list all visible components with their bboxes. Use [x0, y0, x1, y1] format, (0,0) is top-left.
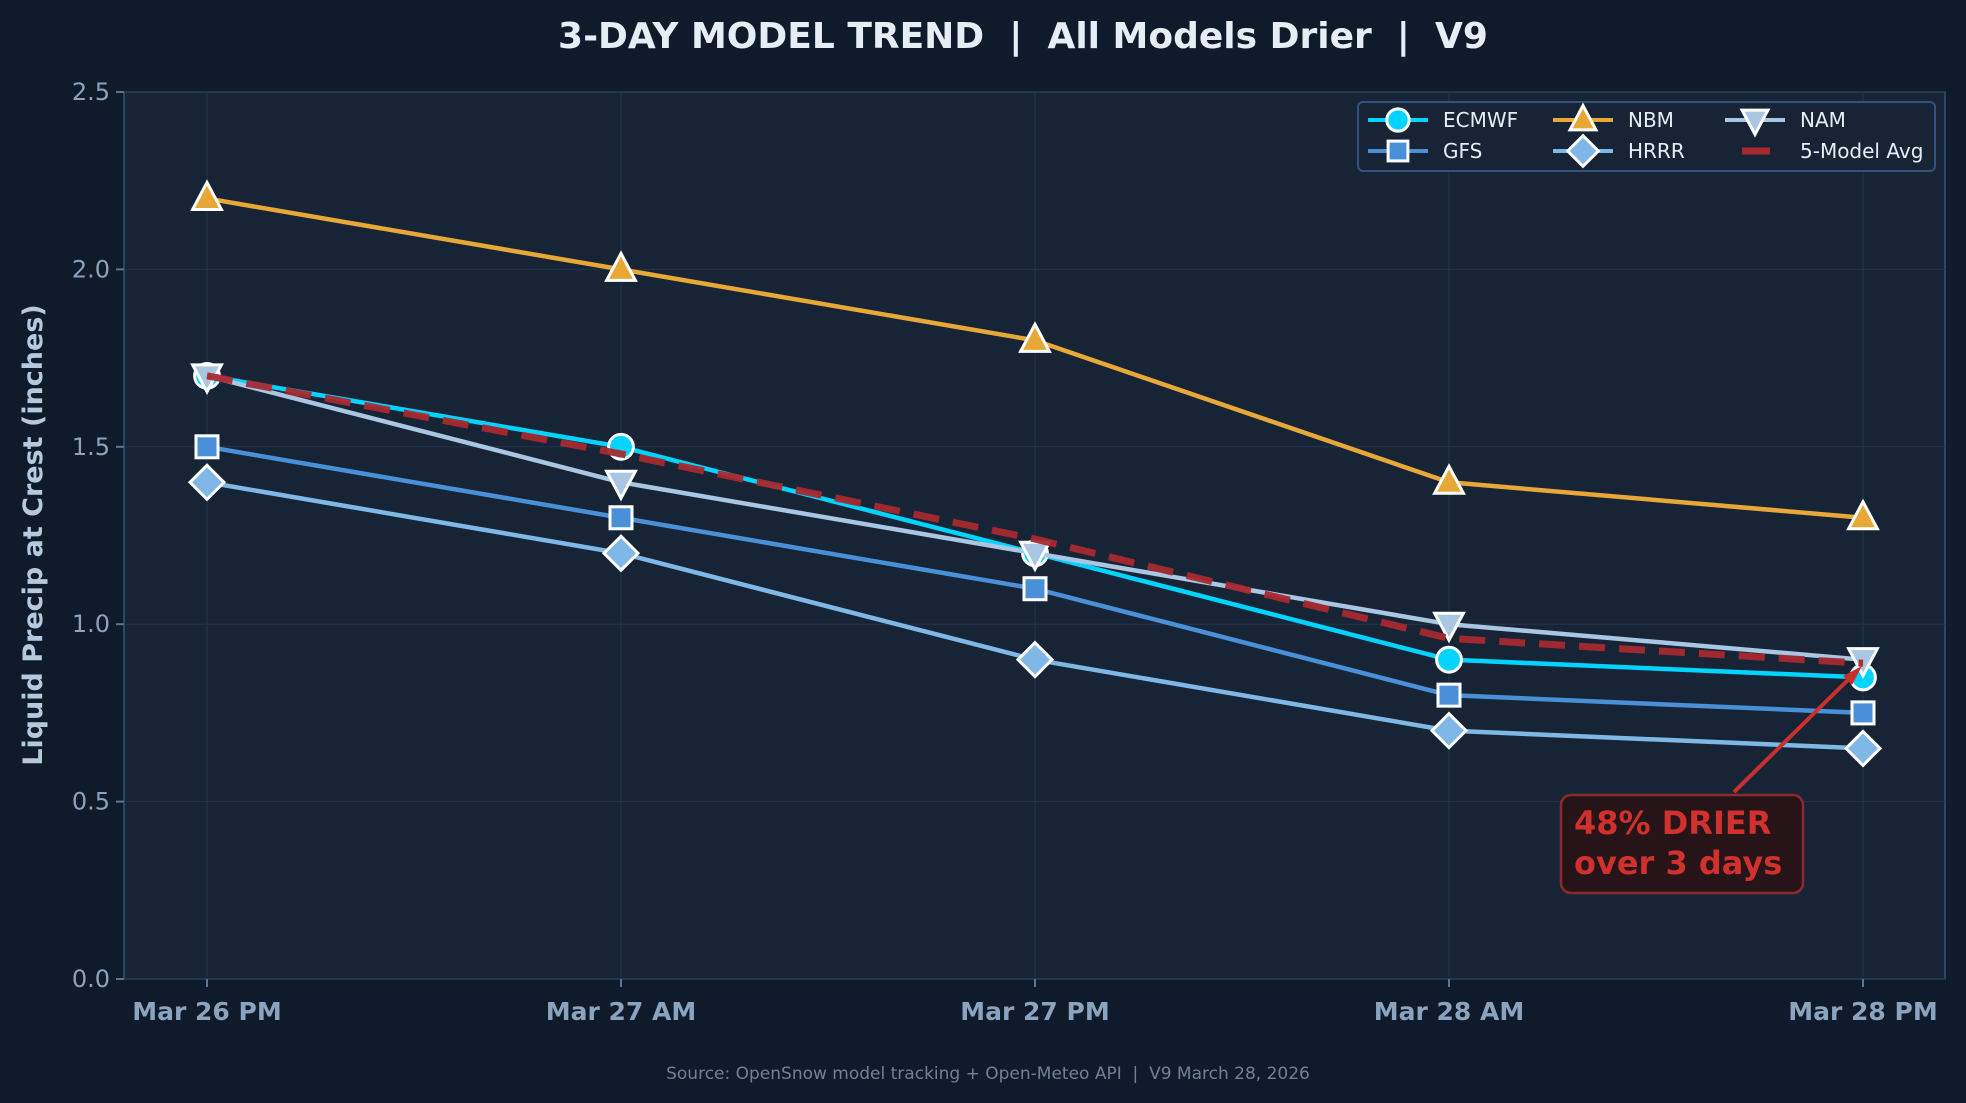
legend-label: ECMWF	[1443, 108, 1518, 132]
legend: ECMWF GFS NBM HRRR NAM 5-Model Avg	[1357, 101, 1936, 172]
annotation-arrowhead	[1843, 666, 1862, 685]
data-point-gfs	[608, 505, 634, 531]
x-tick-label: Mar 26 PM	[132, 997, 281, 1026]
legend-label: HRRR	[1628, 139, 1685, 163]
series-gfs	[194, 434, 1876, 726]
legend-label: GFS	[1443, 139, 1482, 163]
data-point-nbm	[1018, 321, 1052, 353]
annotation-arrow	[1732, 671, 1857, 794]
legend-label: NAM	[1800, 108, 1846, 132]
data-point-gfs	[1436, 682, 1462, 708]
x-tick-label: Mar 28 AM	[1374, 997, 1525, 1026]
y-tick-label: 0.5	[72, 788, 110, 816]
data-point-nbm	[190, 179, 224, 211]
y-axis-label: Liquid Precip at Crest (inches)	[18, 304, 49, 766]
legend-item-gfs: GFS	[1368, 139, 1482, 163]
data-point-nbm	[1846, 498, 1880, 531]
y-tick-label: 0.0	[72, 965, 110, 993]
legend-marker-triangle-down-icon	[1739, 108, 1771, 138]
data-point-gfs	[194, 434, 220, 460]
annotation-box	[1559, 793, 1805, 895]
data-point-hrrr	[187, 463, 227, 502]
data-point-nbm	[604, 250, 638, 282]
annotation-line2: over 3 days	[1574, 844, 1782, 882]
x-tick-label: Mar 28 PM	[1788, 997, 1937, 1026]
data-point-ecmwf	[1435, 645, 1463, 674]
data-point-nam	[1432, 611, 1466, 644]
legend-item-nam: NAM	[1725, 108, 1846, 138]
annotation-line1: 48% DRIER	[1574, 804, 1771, 842]
chart-title: 3-DAY MODEL TREND | All Models Drier | V…	[558, 16, 1488, 57]
y-tick-label: 2.5	[72, 78, 110, 106]
series-line-5-model-avg	[206, 372, 1864, 667]
data-point-gfs	[1022, 576, 1048, 602]
x-tick-label: Mar 27 PM	[960, 997, 1109, 1026]
data-point-gfs	[1850, 700, 1876, 726]
legend-marker-triangle-up-icon	[1567, 102, 1599, 132]
legend-marker-diamond-icon	[1565, 133, 1601, 169]
y-tick-label: 1.5	[72, 433, 110, 461]
data-point-hrrr	[1843, 729, 1883, 768]
y-tick-label: 1.0	[72, 610, 110, 638]
legend-marker-square-icon	[1386, 139, 1410, 163]
annotation: 48% DRIER over 3 days	[1559, 666, 1862, 895]
legend-box	[1357, 101, 1936, 172]
data-point-hrrr	[601, 534, 641, 573]
legend-label: 5-Model Avg	[1800, 139, 1923, 163]
x-tick-label: Mar 27 AM	[546, 997, 697, 1026]
legend-item-hrrr: HRRR	[1553, 133, 1685, 169]
data-point-nbm	[1432, 463, 1466, 495]
legend-item-ecmwf: ECMWF	[1368, 107, 1518, 133]
series-hrrr	[187, 463, 1883, 768]
legend-marker-circle-icon	[1385, 107, 1411, 133]
legend-item-5-model-avg: 5-Model Avg	[1742, 139, 1923, 163]
data-point-hrrr	[1429, 711, 1469, 750]
y-tick-label: 2.0	[72, 255, 110, 283]
series-5-model-avg	[206, 372, 1864, 667]
series-nbm	[190, 179, 1880, 531]
data-point-hrrr	[1015, 640, 1055, 679]
data-point-nam	[604, 469, 638, 502]
legend-label: NBM	[1628, 108, 1674, 132]
source-note: Source: OpenSnow model tracking + Open-M…	[666, 1064, 1310, 1084]
legend-item-nbm: NBM	[1553, 102, 1674, 132]
